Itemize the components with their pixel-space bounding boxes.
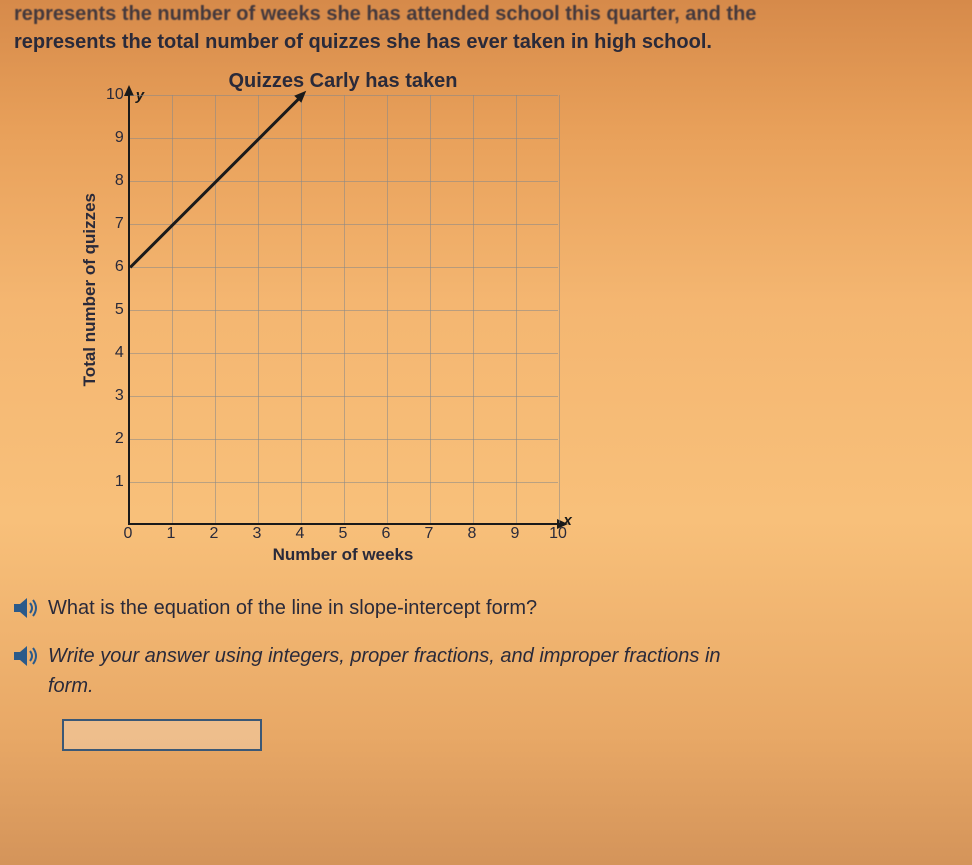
x-axis-label: Number of weeks <box>128 545 558 565</box>
y-tick: 10 <box>106 87 124 130</box>
grid-line-h <box>130 267 558 268</box>
x-tick: 6 <box>365 525 408 543</box>
sound-icon[interactable] <box>14 645 40 667</box>
grid-line-v <box>172 95 173 523</box>
grid-line-h <box>130 396 558 397</box>
grid-line-v <box>258 95 259 523</box>
x-tick: 8 <box>451 525 494 543</box>
y-tick: 3 <box>115 388 124 431</box>
y-tick: 4 <box>115 345 124 388</box>
grid-line-v <box>473 95 474 523</box>
sound-icon[interactable] <box>14 597 40 619</box>
x-tick: 2 <box>193 525 236 543</box>
chart-title: Quizzes Carly has taken <box>128 70 558 93</box>
problem-line-1: represents the number of weeks she has a… <box>14 0 958 28</box>
plot-area: y x <box>128 95 558 525</box>
y-tick: 7 <box>115 216 124 259</box>
grid-line-v <box>301 95 302 523</box>
grid-line-v <box>215 95 216 523</box>
question-2-row: Write your answer using integers, proper… <box>14 641 958 701</box>
question-2-prefix: Write your answer using integers, proper… <box>48 645 721 667</box>
grid-line-v <box>516 95 517 523</box>
x-tick: 3 <box>236 525 279 543</box>
grid-line-h <box>130 439 558 440</box>
y-ticks: 10987654321 <box>106 95 124 525</box>
grid-line-v <box>344 95 345 523</box>
x-tick: 7 <box>408 525 451 543</box>
y-tick: 6 <box>115 259 124 302</box>
question-1-text: What is the equation of the line in slop… <box>48 593 537 623</box>
x-ticks: 012345678910 <box>128 525 680 543</box>
grid-line-h <box>130 224 558 225</box>
problem-line-2: represents the total number of quizzes s… <box>14 28 958 56</box>
y-tick: 2 <box>115 431 124 474</box>
problem-text: represents the number of weeks she has a… <box>0 0 972 64</box>
chart-container: Quizzes Carly has taken Total number of … <box>80 70 680 565</box>
y-axis-label: Total number of quizzes <box>80 193 100 386</box>
grid-line-h <box>130 353 558 354</box>
question-2-suffix: form. <box>48 675 94 697</box>
grid-line-v <box>430 95 431 523</box>
y-tick: 5 <box>115 302 124 345</box>
y-tick: 1 <box>115 474 124 517</box>
question-block: What is the equation of the line in slop… <box>14 593 958 751</box>
x-tick: 1 <box>150 525 193 543</box>
x-tick: 0 <box>107 525 150 543</box>
grid-line-h <box>130 310 558 311</box>
grid-line-h <box>130 482 558 483</box>
y-tick: 8 <box>115 173 124 216</box>
grid-line-h <box>130 138 558 139</box>
grid-line-h <box>130 95 558 96</box>
x-tick: 4 <box>279 525 322 543</box>
x-tick: 5 <box>322 525 365 543</box>
grid-line-v <box>559 95 560 523</box>
grid-line-v <box>387 95 388 523</box>
x-tick: 10 <box>537 525 580 543</box>
question-2-text: Write your answer using integers, proper… <box>48 641 721 701</box>
x-tick: 9 <box>494 525 537 543</box>
answer-input[interactable] <box>62 719 262 751</box>
y-tick: 9 <box>115 130 124 173</box>
question-1-row: What is the equation of the line in slop… <box>14 593 958 623</box>
grid-line-h <box>130 181 558 182</box>
